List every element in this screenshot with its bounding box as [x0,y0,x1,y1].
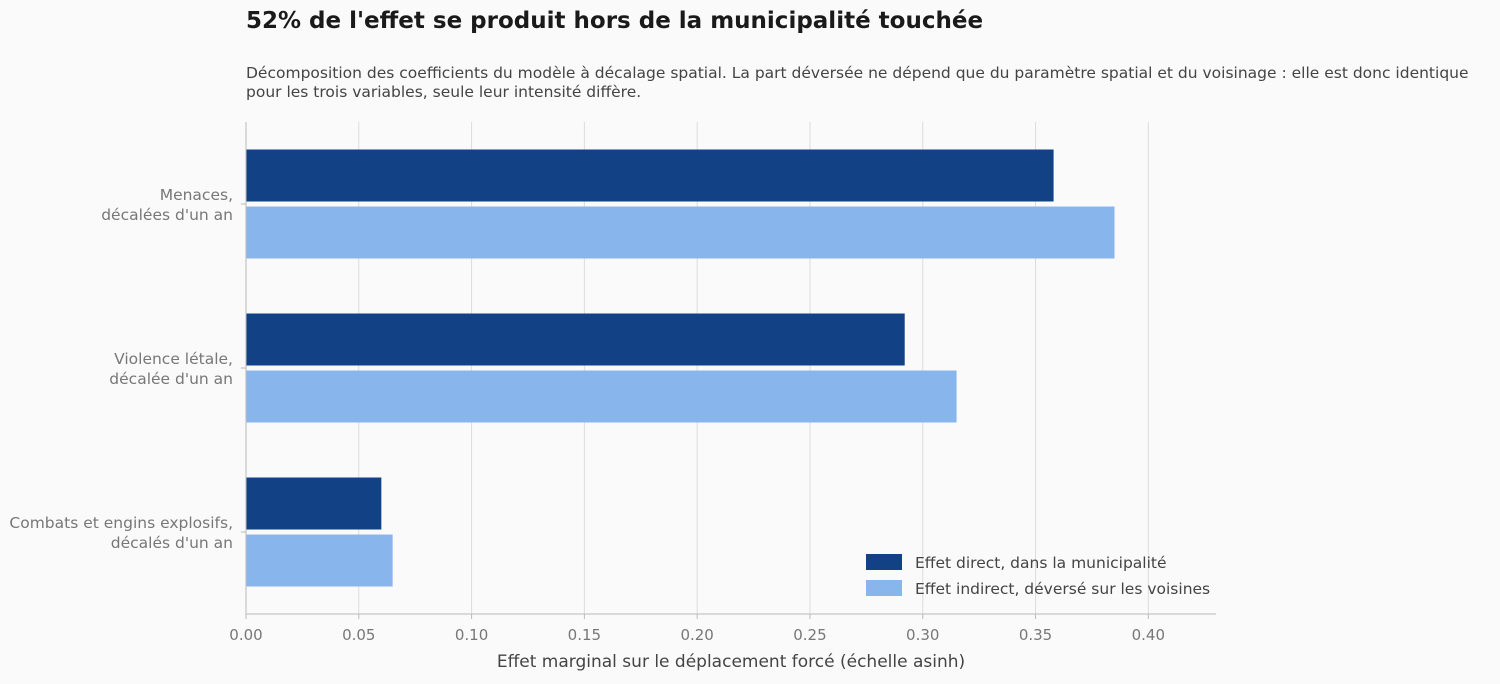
x-tick-label: 0.00 [229,626,262,644]
category-label: Violence létale, [114,350,233,368]
x-tick-label: 0.10 [455,626,488,644]
x-tick-label: 0.15 [568,626,601,644]
x-tick-label: 0.05 [342,626,375,644]
bar-indirect[interactable] [246,370,957,423]
x-tick-label: 0.25 [793,626,826,644]
x-axis-title: Effet marginal sur le déplacement forcé … [497,652,965,672]
x-tick-label: 0.30 [906,626,939,644]
bar-indirect[interactable] [246,534,393,587]
legend-label-direct: Effet direct, dans la municipalité [915,554,1167,572]
legend-swatch-direct [866,554,902,570]
x-tick-label: 0.40 [1132,626,1165,644]
bar-direct[interactable] [246,477,382,530]
chart-subtitle: Décomposition des coefficients du modèle… [246,64,1469,101]
x-tick-label: 0.35 [1019,626,1052,644]
x-tick-label: 0.20 [680,626,713,644]
chart-title: 52% de l'effet se produit hors de la mun… [246,8,984,34]
bar-indirect[interactable] [246,206,1115,259]
legend-swatch-indirect [866,580,902,596]
category-label: décalées d'un an [101,206,233,224]
category-label: Menaces, [160,186,233,204]
category-label: décalée d'un an [109,370,233,388]
category-label: Combats et engins explosifs, [9,514,233,532]
category-label: décalés d'un an [111,534,233,552]
legend-label-indirect: Effet indirect, déversé sur les voisines [915,580,1210,598]
bar-direct[interactable] [246,313,905,366]
bar-direct[interactable] [246,149,1054,202]
